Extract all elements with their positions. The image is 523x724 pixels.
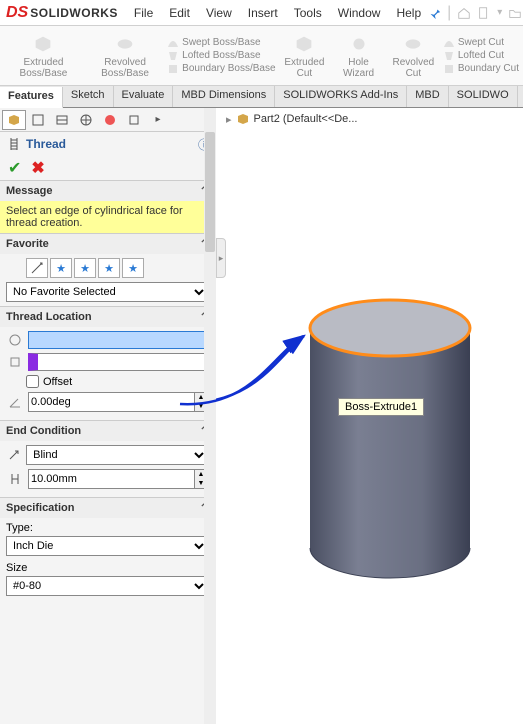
cancel-button[interactable]: ✖ — [31, 158, 44, 178]
thread-icon — [6, 136, 22, 152]
ok-button[interactable]: ✔ — [8, 158, 21, 178]
titlebar-right: | ▾ — [427, 4, 522, 22]
depth-icon — [6, 472, 24, 486]
message-text: Select an edge of cylindrical face for t… — [0, 201, 214, 233]
favorite-icons: ★ ★ ★ ★ — [6, 258, 208, 278]
menu-help[interactable]: Help — [390, 4, 427, 22]
menu-insert[interactable]: Insert — [242, 4, 284, 22]
tab-mbd[interactable]: MBD — [407, 86, 448, 107]
menu-window[interactable]: Window — [332, 4, 387, 22]
extruded-cut-button[interactable]: Extruded Cut — [278, 31, 332, 81]
feature-tabs: Features Sketch Evaluate MBD Dimensions … — [0, 86, 523, 108]
depth-input[interactable] — [28, 469, 194, 489]
pin-icon[interactable] — [427, 6, 441, 20]
logo-ds: DS — [6, 4, 28, 22]
menu-file[interactable]: File — [128, 4, 159, 22]
fav-save-icon[interactable]: ★ — [98, 258, 120, 278]
angle-input[interactable] — [28, 392, 194, 412]
section-spec: Specification⌃ Type: Inch Die Size #0-80 — [0, 497, 214, 600]
section-location: Thread Location⌃ Offset — [0, 306, 214, 420]
location-header[interactable]: Thread Location⌃ — [0, 307, 214, 327]
model-canvas — [216, 108, 523, 724]
hole-wizard-button[interactable]: Hole Wizard — [333, 31, 384, 81]
title-bar: DS SOLIDWORKS File Edit View Insert Tool… — [0, 0, 523, 26]
tab-mbd-dim[interactable]: MBD Dimensions — [173, 86, 275, 107]
app-logo: DS SOLIDWORKS — [6, 4, 118, 22]
message-header[interactable]: Message⌃ — [0, 181, 214, 201]
extruded-boss-button[interactable]: Extruded Boss/Base — [4, 31, 83, 81]
logo-text: SOLIDWORKS — [30, 6, 118, 20]
tab-features[interactable]: Features — [0, 87, 63, 108]
main-menu: File Edit View Insert Tools Window Help — [128, 4, 427, 22]
panel-scroll: Message⌃ Select an edge of cylindrical f… — [0, 180, 216, 724]
menu-view[interactable]: View — [200, 4, 238, 22]
panel-tab-feature-icon[interactable] — [2, 110, 26, 130]
boundary-boss[interactable]: Boundary Boss/Base — [167, 63, 275, 75]
angle-icon — [6, 395, 24, 409]
type-label: Type: — [6, 522, 208, 534]
tab-sketch[interactable]: Sketch — [63, 86, 114, 107]
size-select[interactable]: #0-80 — [6, 576, 208, 596]
menu-tools[interactable]: Tools — [288, 4, 328, 22]
edge-selection-box[interactable] — [28, 331, 208, 349]
favorite-select[interactable]: No Favorite Selected — [6, 282, 208, 302]
boss-col: Swept Boss/Base Lofted Boss/Base Boundar… — [167, 37, 275, 75]
folder-icon[interactable] — [508, 6, 522, 20]
revolved-boss-button[interactable]: Revolved Boss/Base — [85, 31, 165, 81]
doc-icon[interactable] — [477, 6, 491, 20]
lofted-boss[interactable]: Lofted Boss/Base — [167, 50, 275, 62]
cut-col: Swept Cut Lofted Cut Boundary Cut — [443, 37, 519, 75]
endcond-select[interactable]: Blind — [26, 445, 208, 465]
type-select[interactable]: Inch Die — [6, 536, 208, 556]
home-icon[interactable] — [457, 6, 471, 20]
fav-del-icon[interactable]: ★ — [74, 258, 96, 278]
panel-header: Thread ⓘ — [0, 132, 216, 156]
lofted-cut[interactable]: Lofted Cut — [443, 50, 519, 62]
tab-evaluate[interactable]: Evaluate — [114, 86, 174, 107]
panel-tab-icons: ▸ — [0, 108, 216, 132]
start-loc-icon — [6, 355, 24, 369]
fav-load-icon[interactable]: ★ — [122, 258, 144, 278]
panel-tab-6-icon[interactable] — [122, 110, 146, 130]
panel-scrollbar[interactable] — [204, 108, 216, 724]
direction-icon[interactable] — [6, 448, 22, 462]
fav-add-icon[interactable]: ★ — [50, 258, 72, 278]
boundary-cut[interactable]: Boundary Cut — [443, 63, 519, 75]
main-area: ▸ Thread ⓘ ✔ ✖ Message⌃ Select an edge o… — [0, 108, 523, 724]
favorite-header[interactable]: Favorite⌃ — [0, 234, 214, 254]
section-favorite: Favorite⌃ ★ ★ ★ ★ No Favorite Selected — [0, 233, 214, 306]
tab-solidwo[interactable]: SOLIDWO — [449, 86, 518, 107]
panel-tab-7-icon[interactable]: ▸ — [146, 110, 170, 130]
endcond-header[interactable]: End Condition⌃ — [0, 421, 214, 441]
swept-cut[interactable]: Swept Cut — [443, 37, 519, 49]
section-message: Message⌃ Select an edge of cylindrical f… — [0, 180, 214, 233]
ribbon: Extruded Boss/Base Revolved Boss/Base Sw… — [0, 26, 523, 86]
property-panel: ▸ Thread ⓘ ✔ ✖ Message⌃ Select an edge o… — [0, 108, 216, 724]
spec-header[interactable]: Specification⌃ — [0, 498, 214, 518]
feature-tooltip: Boss-Extrude1 — [338, 398, 424, 416]
section-endcond: End Condition⌃ Blind ▲▼ — [0, 420, 214, 497]
offset-checkbox[interactable]: Offset — [26, 375, 208, 388]
edge-icon — [6, 333, 24, 347]
start-location-box[interactable] — [28, 353, 208, 371]
panel-tab-config-icon[interactable] — [26, 110, 50, 130]
panel-tab-5-icon[interactable] — [98, 110, 122, 130]
swept-boss[interactable]: Swept Boss/Base — [167, 37, 275, 49]
viewport[interactable]: ▸ Part2 (Default<<De... — [216, 108, 523, 724]
panel-title: Thread — [26, 137, 66, 151]
revolved-cut-button[interactable]: Revolved Cut — [386, 31, 441, 81]
fav-apply-icon[interactable] — [26, 258, 48, 278]
tab-addins[interactable]: SOLIDWORKS Add-Ins — [275, 86, 407, 107]
panel-flyout-handle[interactable]: ▸ — [216, 238, 226, 278]
menu-edit[interactable]: Edit — [163, 4, 196, 22]
size-label: Size — [6, 562, 208, 574]
panel-tab-4-icon[interactable] — [74, 110, 98, 130]
panel-tab-3-icon[interactable] — [50, 110, 74, 130]
panel-actions: ✔ ✖ — [0, 156, 216, 180]
